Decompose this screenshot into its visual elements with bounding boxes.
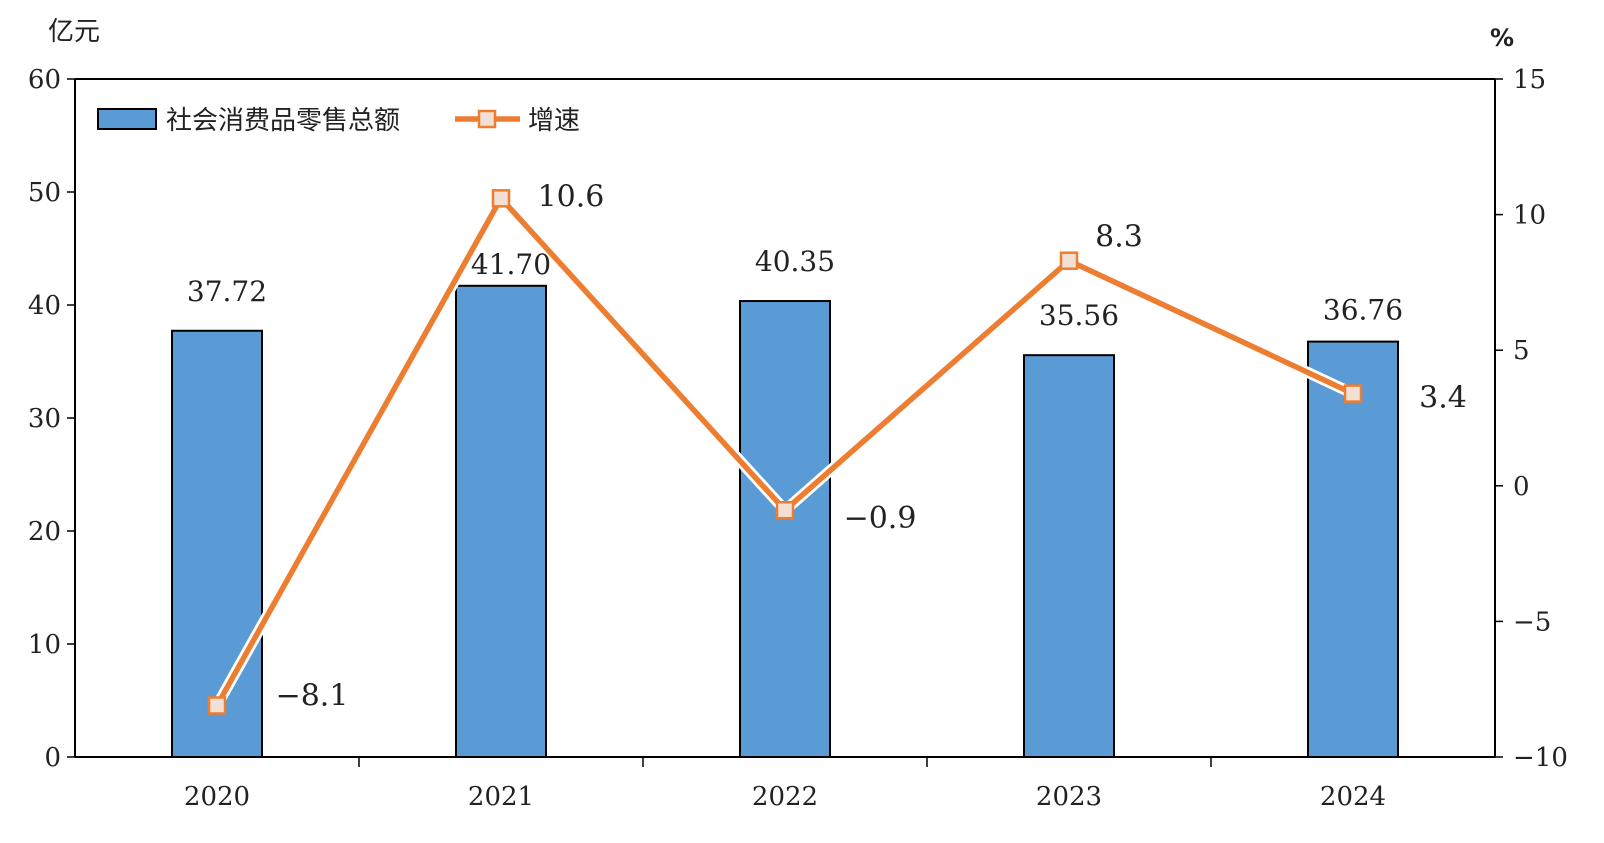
left-tick-label: 20 xyxy=(28,517,61,547)
legend-bar-swatch xyxy=(97,108,157,130)
left-tick-label: 60 xyxy=(28,65,61,95)
left-tick-label: 40 xyxy=(28,291,61,321)
x-tick-label-2021: 2021 xyxy=(468,782,534,812)
bar-value-label-2021: 41.70 xyxy=(471,248,551,281)
right-axis-unit: % xyxy=(1490,24,1514,52)
growth-marker-2022 xyxy=(775,500,795,520)
bar-value-label-2024: 36.76 xyxy=(1323,294,1403,327)
legend-line-label: 增速 xyxy=(528,106,580,136)
x-tick-label-2024: 2024 xyxy=(1320,782,1386,812)
bar-2023 xyxy=(1023,354,1115,758)
growth-value-label-2021: 10.6 xyxy=(538,179,605,214)
right-tick-label: 15 xyxy=(1513,65,1546,95)
right-tick-label: 5 xyxy=(1513,336,1530,366)
x-tick-label-2023: 2023 xyxy=(1036,782,1102,812)
axes-layer: 0 10 20 30 40 50 60 −10 −5 0 5 10 15 2020 2021 2022 2023… xyxy=(28,65,1568,812)
left-tick-label: 50 xyxy=(28,178,61,208)
bars-layer xyxy=(171,284,1399,758)
growth-value-label-2023: 8.3 xyxy=(1095,220,1143,255)
bar-2024 xyxy=(1307,340,1399,758)
growth-marker-2023 xyxy=(1059,251,1079,270)
right-tick-label: −10 xyxy=(1513,743,1568,773)
right-tick-label: −5 xyxy=(1513,607,1551,637)
left-tick-label: 30 xyxy=(28,404,61,434)
x-tick-label-2022: 2022 xyxy=(752,782,818,812)
growth-marker-2020 xyxy=(207,696,227,715)
left-tick-label: 0 xyxy=(44,743,61,773)
legend-bar-label: 社会消费品零售总额 xyxy=(166,106,400,136)
labels-layer: 37.72 41.70 40.35 35.56 36.76 −8.1 10.6 −0.9 8.3… xyxy=(187,179,1467,713)
line-layer xyxy=(207,189,1363,715)
bar-2022 xyxy=(739,300,831,758)
bar-2020 xyxy=(171,329,263,758)
growth-value-label-2024: 3.4 xyxy=(1419,381,1467,416)
bar-value-label-2020: 37.72 xyxy=(187,275,267,308)
legend-marker-swatch xyxy=(477,109,497,129)
growth-marker-2021 xyxy=(491,189,511,208)
growth-value-label-2020: −8.1 xyxy=(276,678,349,713)
left-axis-unit: 亿元 xyxy=(48,17,100,47)
left-tick-label: 10 xyxy=(28,630,61,660)
growth-marker-2024 xyxy=(1343,384,1363,403)
right-tick-label: 10 xyxy=(1513,201,1546,231)
x-tick-label-2020: 2020 xyxy=(184,782,250,812)
bar-value-label-2023: 35.56 xyxy=(1039,299,1119,332)
right-tick-label: 0 xyxy=(1513,472,1530,502)
bar-value-label-2022: 40.35 xyxy=(755,245,835,278)
legend: 社会消费品零售总额 增速 xyxy=(97,106,580,136)
bar-2021 xyxy=(455,284,547,758)
growth-value-label-2022: −0.9 xyxy=(844,501,917,536)
